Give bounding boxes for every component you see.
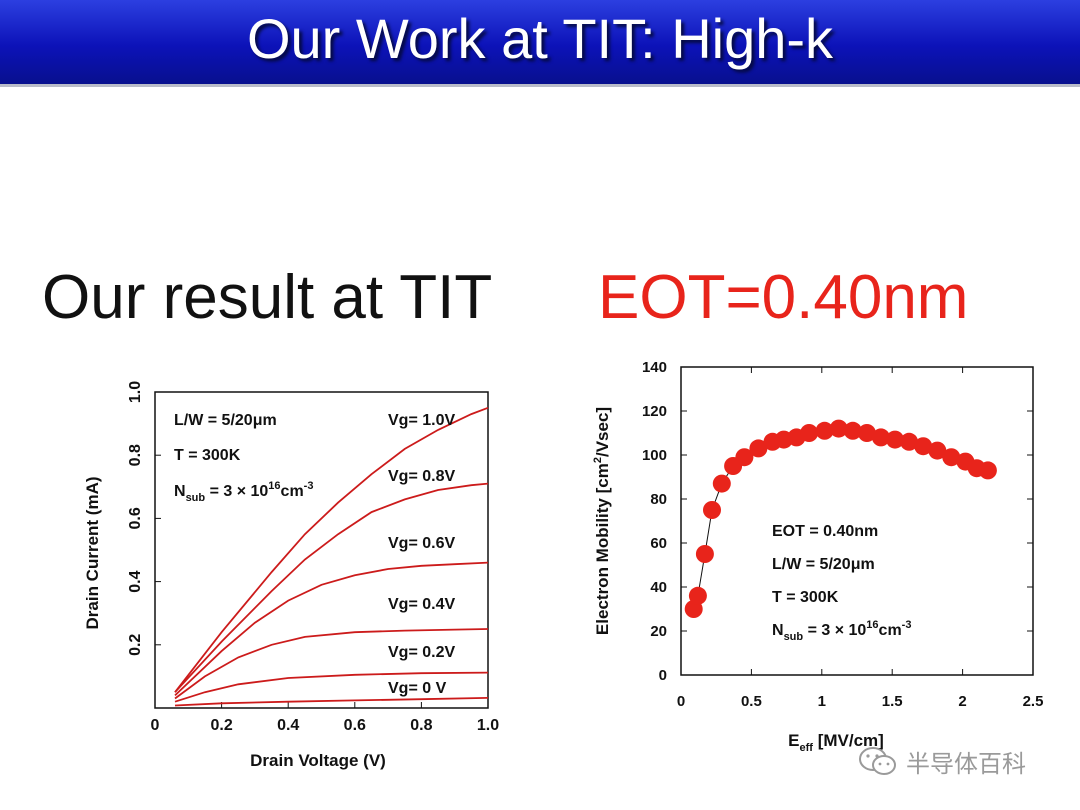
chart2-data-point (857, 424, 876, 442)
chart2-x-tick-label: 1.5 (882, 693, 903, 710)
chart1-plot-frame (154, 391, 489, 709)
chart2-plot-frame (680, 366, 1034, 676)
chart2-x-tick-label: 0.5 (741, 693, 762, 710)
chart1-y-tick-label: 0.2 (127, 634, 144, 656)
chart1-nsub-annotation: Nsub = 3 × 1016cm-3 (174, 480, 313, 504)
chart1-x-tick-label: 0.4 (277, 717, 299, 734)
chart2-y-tick-label: 0 (659, 667, 667, 684)
chart1-series-line (174, 406, 489, 693)
chart1-temperature-annotation: T = 300K (174, 447, 241, 464)
chart1-series-line (174, 697, 489, 707)
chart2-data-point (712, 474, 731, 493)
title-bar (0, 0, 1080, 84)
chart2-y-tick-label: 80 (650, 491, 667, 508)
chart2-nsub-annotation: Nsub = 3 × 1016cm-3 (772, 619, 911, 643)
chart1-y-tick-label: 0.4 (127, 570, 144, 592)
chart1-x-tick-label: 0.8 (410, 717, 432, 734)
chart1-series-label: Vg= 0 V (388, 680, 447, 697)
chart1-y-axis-label: Drain Current (mA) (83, 476, 102, 629)
chart2-lw-annotation: L/W = 5/20μm (772, 556, 875, 573)
chart2-x-tick-label: 2 (958, 693, 966, 710)
chart2-data-point (886, 430, 904, 449)
chart1-x-tick-label: 0 (151, 717, 160, 734)
chart2-y-tick-label: 120 (642, 403, 667, 420)
chart1-y-tick-label: 0.6 (127, 507, 144, 529)
chart2-y-tick-label: 20 (650, 623, 667, 640)
chart1-series-label: Vg= 0.6V (388, 535, 455, 552)
chart2-data-point (695, 545, 714, 563)
slide-subtitle: Our result at TIT (42, 263, 493, 332)
chart2-x-tick-label: 0 (677, 693, 685, 710)
mobility-chart: 0 0.5 1 1.5 2 2.5 0 20 40 60 80 100 120 140 Eeff [MV… (592, 359, 1043, 754)
chart1-series-label: Vg= 1.0V (388, 412, 455, 429)
chart2-data-point (703, 501, 721, 519)
chart2-data-point (900, 432, 919, 451)
chart1-x-axis-label: Drain Voltage (V) (250, 751, 386, 770)
chart2-temperature-annotation: T = 300K (772, 589, 839, 606)
chart2-eot-annotation: EOT = 0.40nm (772, 523, 878, 540)
chart2-y-tick-label: 60 (650, 535, 667, 552)
chart1-series-label: Vg= 0.8V (388, 468, 455, 485)
chart2-data-point (871, 428, 890, 447)
chart2-data-point (942, 448, 961, 467)
chart1-y-tick-label: 0.8 (127, 444, 144, 466)
chart1-series-line (174, 628, 489, 700)
chart1-y-tick-label: 1.0 (127, 381, 144, 403)
chart1-lw-annotation: L/W = 5/20μm (174, 412, 277, 429)
chart2-data-point (735, 448, 754, 467)
chart2-data-point (829, 419, 848, 438)
slide-title: Our Work at TIT: High-k (246, 7, 834, 70)
chart1-series-label: Vg= 0.2V (388, 644, 455, 661)
chart2-x-tick-label: 2.5 (1023, 693, 1044, 710)
chart2-data-point (978, 461, 997, 480)
wechat-icon (859, 746, 896, 775)
chart2-data-point (749, 439, 768, 458)
chart2-data-point (914, 437, 933, 456)
chart2-x-axis-label: Eeff [MV/cm] (788, 731, 884, 754)
watermark-text: 半导体百科 (906, 750, 1026, 778)
chart1-series-line (174, 561, 489, 697)
watermark: 半导体百科 (858, 744, 1026, 779)
chart1-x-tick-label: 1.0 (477, 717, 499, 734)
chart2-y-tick-label: 100 (642, 447, 667, 464)
drain-current-chart: 0 0.2 0.4 0.6 0.8 1.0 0.2 0.4 0.6 0.8 1.0 Vg= 1.0… (83, 381, 499, 770)
chart2-data-point (843, 421, 862, 440)
chart2-data-point (928, 441, 947, 460)
chart2-y-tick-label: 140 (642, 359, 667, 376)
chart1-x-tick-label: 0.2 (210, 717, 232, 734)
eot-heading: EOT=0.40nm (598, 263, 969, 332)
chart2-y-axis-label: Electron Mobility [cm2/Vsec] (592, 407, 612, 635)
chart1-x-tick-label: 0.6 (344, 717, 366, 734)
chart2-data-point (688, 586, 707, 605)
chart2-data-point (800, 424, 819, 442)
title-bar-divider (0, 84, 1080, 87)
chart2-y-tick-label: 40 (650, 579, 667, 596)
chart1-series-label: Vg= 0.4V (388, 596, 455, 613)
chart1-series-line (174, 671, 489, 703)
chart2-data-point (815, 421, 834, 440)
chart2-x-tick-label: 1 (818, 693, 826, 710)
chart1-series-line (174, 482, 489, 693)
